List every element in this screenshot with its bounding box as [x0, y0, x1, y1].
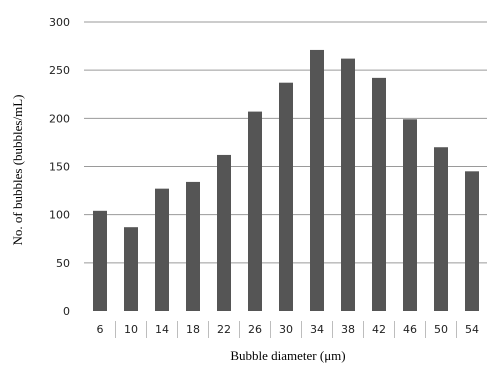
- x-tick-label: 26: [248, 323, 262, 336]
- x-tick-label: 50: [434, 323, 448, 336]
- bar-46: [403, 119, 417, 312]
- bar-30: [279, 82, 293, 311]
- bar-26: [248, 111, 262, 311]
- x-tick-label: 30: [279, 323, 293, 336]
- bar-50: [434, 147, 448, 311]
- x-tick-label: 34: [310, 323, 324, 336]
- x-tick-label: 46: [403, 323, 417, 336]
- y-tick-label: 50: [56, 257, 70, 270]
- bar-10: [124, 227, 138, 311]
- x-tick-label: 10: [124, 323, 138, 336]
- bar-14: [155, 188, 169, 311]
- bars: [93, 49, 479, 312]
- x-tick-label: 38: [341, 323, 355, 336]
- x-tick-label: 18: [186, 323, 200, 336]
- bar-38: [341, 58, 355, 312]
- x-tick-label: 42: [372, 323, 386, 336]
- x-tick-label: 14: [155, 323, 169, 336]
- y-tick-label: 300: [49, 16, 70, 29]
- x-tick-label: 22: [217, 323, 231, 336]
- y-tick-label: 0: [63, 305, 70, 318]
- bar-22: [217, 154, 231, 311]
- bar-34: [310, 49, 324, 311]
- bar-18: [186, 181, 200, 311]
- y-tick-labels: 0 50 100 150 200 250 300: [49, 16, 70, 318]
- bar-6: [93, 210, 107, 311]
- x-tick-label: 6: [97, 323, 104, 336]
- y-tick-label: 200: [49, 112, 70, 125]
- y-axis-title: No. of bubbles (bubbles/mL): [10, 95, 25, 246]
- bar-54: [465, 171, 479, 311]
- x-axis-title: Bubble diameter (μm): [230, 348, 345, 363]
- x-tick-label: 54: [465, 323, 479, 336]
- y-tick-label: 150: [49, 161, 70, 174]
- x-tick-labels: 6 10 14 18 22 26 30 34 38 42 46 50 54: [97, 321, 479, 338]
- bar-42: [372, 77, 386, 311]
- y-tick-label: 250: [49, 64, 70, 77]
- y-tick-label: 100: [49, 209, 70, 222]
